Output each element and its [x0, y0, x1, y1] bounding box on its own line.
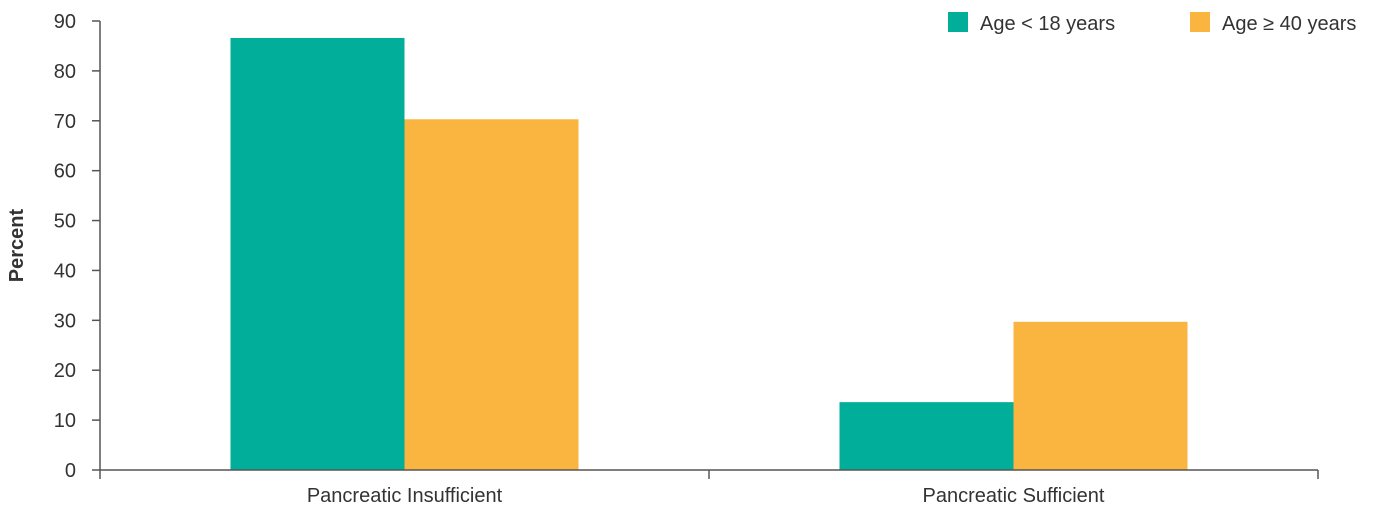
bar: [230, 37, 405, 471]
bar: [839, 402, 1014, 470]
bars-group: [230, 37, 1188, 471]
legend-label: Age < 18 years: [980, 13, 1115, 35]
legend-label: Age ≥ 40 years: [1222, 13, 1356, 35]
legend-swatch: [1190, 12, 1210, 32]
legend: Age < 18 years Age ≥ 40 years: [948, 12, 1356, 35]
y-tick-label: 20: [54, 360, 76, 382]
y-tick-label: 10: [54, 410, 76, 432]
bar: [1013, 321, 1188, 470]
y-tick-label: 80: [54, 61, 76, 83]
bar: [404, 119, 579, 470]
y-tick-label: 30: [54, 310, 76, 332]
y-axis-ticks: 0 10 20 30 40 50 60 70 80 90: [54, 11, 100, 482]
x-tick-label: Pancreatic Insufficient: [307, 485, 503, 506]
x-tick-label: Pancreatic Sufficient: [923, 485, 1105, 506]
y-tick-label: 50: [54, 211, 76, 233]
y-tick-label: 60: [54, 161, 76, 183]
y-tick-label: 70: [54, 111, 76, 133]
x-axis-ticks: Pancreatic Insufficient Pancreatic Suffic…: [99, 470, 1319, 506]
legend-swatch: [948, 12, 968, 32]
y-axis-title: Percent: [6, 208, 28, 282]
y-tick-label: 0: [65, 460, 76, 482]
y-tick-label: 40: [54, 260, 76, 282]
y-tick-label: 90: [54, 11, 76, 33]
